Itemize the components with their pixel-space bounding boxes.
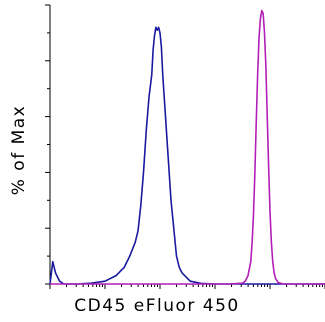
x-axis-label: CD45 eFluor 450	[74, 296, 239, 316]
series-line-1	[49, 26, 325, 285]
series-layer	[49, 9, 325, 285]
axes	[45, 4, 325, 289]
series-line-2	[50, 9, 325, 285]
y-axis-label: % of Max	[9, 105, 29, 196]
